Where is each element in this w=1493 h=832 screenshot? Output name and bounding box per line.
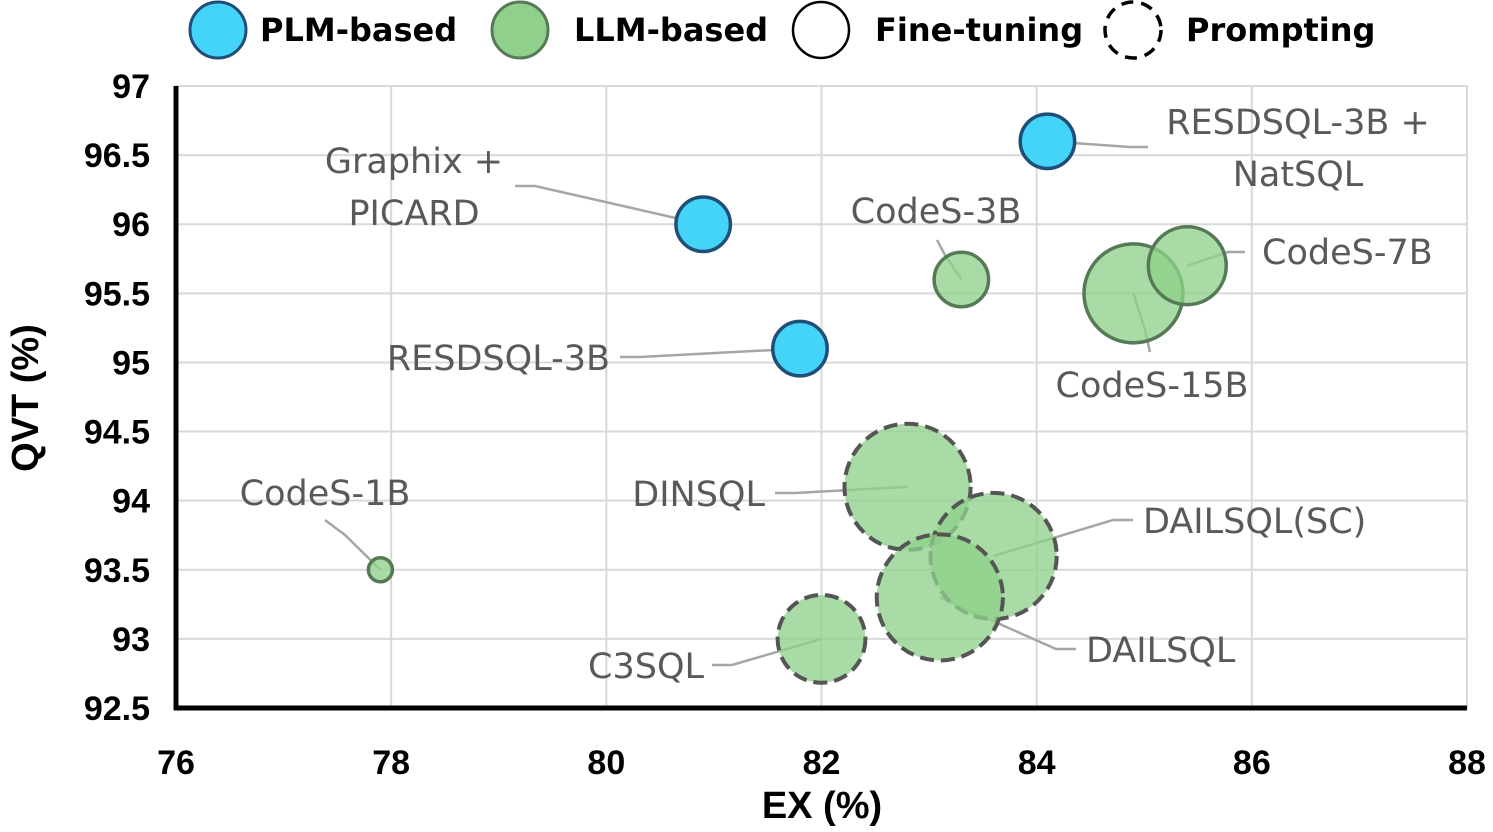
point-label: DINSQL — [632, 475, 765, 515]
point-label-line: DAILSQL(SC) — [1143, 502, 1366, 542]
x-tick-label: 82 — [803, 744, 841, 782]
point-codes-1b — [366, 556, 395, 584]
point-dailsql — [874, 532, 1005, 663]
point-label: DAILSQL(SC) — [1143, 502, 1366, 542]
y-tick-label: 95 — [112, 344, 150, 382]
tick-labels: 76 78 80 82 84 86 88 92.5 93 93.5 94 94.5 95 95.5 96 96… — [84, 68, 1486, 782]
legend-label: PLM-based — [260, 11, 457, 49]
x-tick-label: 88 — [1448, 744, 1486, 782]
point-label-line: CodeS-7B — [1262, 233, 1433, 273]
point-label-line: RESDSQL-3B — [387, 339, 610, 379]
legend-marker-prompting — [1103, 0, 1163, 60]
data-points — [366, 112, 1228, 685]
point-dinsql — [842, 421, 973, 552]
point-resdsql-3b — [771, 319, 829, 378]
y-tick-label: 96 — [112, 206, 150, 244]
leader-line — [620, 347, 801, 359]
point-codes-3b — [932, 250, 991, 309]
x-tick-label: 84 — [1018, 744, 1056, 782]
x-tick-label: 76 — [157, 744, 195, 782]
point-label: CodeS-7B — [1262, 233, 1433, 273]
legend: PLM-based LLM-based Fine-tuning Prompting — [188, 0, 1375, 60]
legend-label: Prompting — [1186, 11, 1375, 49]
point-label-line: PICARD — [348, 194, 479, 234]
point-label-line: Graphix + — [325, 142, 503, 182]
point-label-line: CodeS-15B — [1056, 366, 1249, 406]
y-tick-label: 95.5 — [84, 275, 150, 313]
point-label: Graphix + PICARD — [325, 142, 503, 234]
legend-marker-plm-based — [188, 0, 248, 60]
point-graphix-picard — [674, 195, 733, 254]
point-c3sql — [775, 592, 868, 685]
point-label-line: CodeS-3B — [851, 192, 1022, 232]
y-tick-label: 93 — [112, 621, 150, 659]
point-label: CodeS-3B — [851, 192, 1022, 232]
point-label-line: DINSQL — [632, 475, 765, 515]
point-label-line: C3SQL — [588, 647, 704, 687]
y-tick-label: 96.5 — [84, 137, 150, 175]
axes — [173, 86, 1467, 711]
legend-label: LLM-based — [574, 11, 768, 49]
legend-label: Fine-tuning — [875, 11, 1083, 49]
point-resdsql-3b-natsql — [1018, 112, 1077, 171]
x-tick-label: 86 — [1233, 744, 1271, 782]
x-tick-label: 78 — [372, 744, 410, 782]
y-tick-label: 93.5 — [84, 552, 150, 590]
point-label-line: NatSQL — [1233, 155, 1364, 195]
y-tick-label: 94 — [112, 483, 150, 521]
point-label: CodeS-15B — [1056, 366, 1249, 406]
point-label: CodeS-1B — [240, 474, 411, 514]
point-label-line: RESDSQL-3B + — [1166, 103, 1430, 143]
y-tick-label: 92.5 — [84, 690, 150, 728]
legend-marker-llm-based — [490, 0, 550, 60]
y-tick-label: 94.5 — [84, 414, 150, 452]
x-axis-title: EX (%) — [762, 785, 882, 827]
point-label-line: DAILSQL — [1086, 631, 1236, 671]
leader-line — [515, 184, 704, 226]
y-tick-label: 97 — [112, 68, 150, 106]
point-codes-7b — [1146, 224, 1228, 307]
point-label-line: CodeS-1B — [240, 474, 411, 514]
leader-line — [324, 519, 382, 571]
y-axis-title: QVT (%) — [5, 324, 47, 472]
point-label: RESDSQL-3B — [387, 339, 610, 379]
grid-lines — [175, 85, 1468, 709]
x-tick-label: 80 — [587, 744, 625, 782]
point-label: RESDSQL-3B + NatSQL — [1166, 103, 1430, 195]
point-label: C3SQL — [588, 647, 704, 687]
legend-marker-fine-tuning — [791, 0, 851, 60]
point-label: DAILSQL — [1086, 631, 1236, 671]
point-labels: RESDSQL-3B + NatSQL Graphix + PICARD RESDSQL… — [240, 103, 1433, 687]
